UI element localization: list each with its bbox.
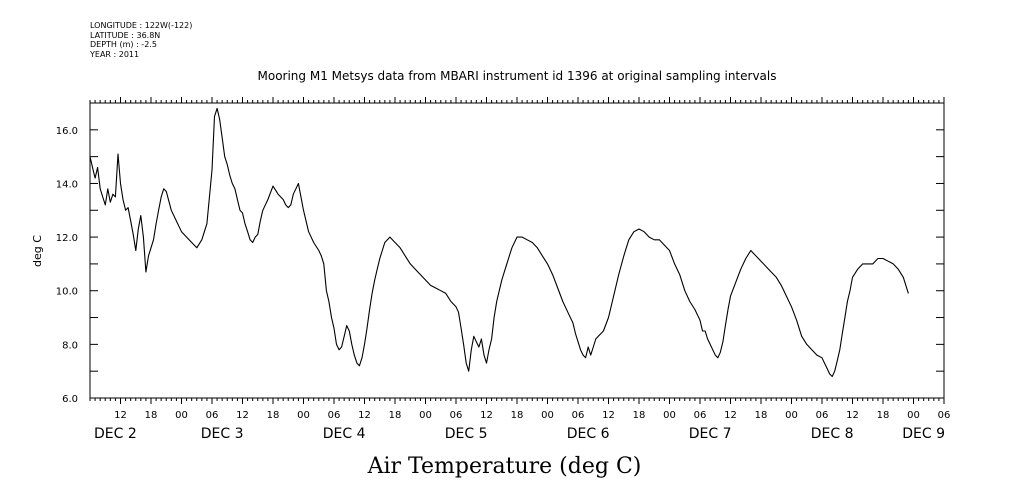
x-tick-label: 06: [816, 410, 829, 421]
series-line: [89, 107, 909, 378]
x-day-label: DEC 5: [445, 426, 488, 442]
y-tick-label: 12.0: [56, 233, 78, 244]
x-tick-label: 00: [175, 410, 188, 421]
x-day-label: DEC 7: [689, 426, 732, 442]
x-tick-label: 06: [938, 410, 951, 421]
x-tick-label: 18: [145, 410, 158, 421]
x-tick-label: 18: [267, 410, 280, 421]
y-tick-label: 8.0: [62, 340, 78, 351]
latitude-label: LATITUDE : 36.8N: [90, 30, 161, 40]
y-tick-label: 6.0: [62, 394, 78, 405]
x-tick-label: 00: [297, 410, 310, 421]
chart-area: 6.08.010.012.014.016.0 12 18 00 06 12 18 00 06 1…: [31, 97, 951, 442]
x-tick-label: 12: [114, 410, 127, 421]
x-day-label: DEC 3: [201, 426, 244, 442]
depth-label: DEPTH (m) : -2.5: [90, 40, 157, 49]
footer-title: Air Temperature (deg C): [367, 454, 642, 479]
chart-title: Mooring M1 Metsys data from MBARI instru…: [257, 69, 777, 83]
x-tick-label: 12: [724, 410, 737, 421]
x-day-label: DEC 6: [567, 426, 610, 442]
x-axis: 12 18 00 06 12 18 00 06 12 18 00 06 12 18 00 06 12 18 00 06…: [89, 97, 951, 442]
x-tick-label: 12: [602, 410, 615, 421]
x-tick-label: 06: [694, 410, 707, 421]
y-axis: 6.0 8.0 10.0 12.0 14.0 16.0: [56, 126, 944, 405]
metadata-block: LONGITUDE : 122W(-122) LATITUDE : 36.8N …: [90, 21, 192, 59]
x-tick-label: 12: [480, 410, 493, 421]
x-tick-label: 06: [572, 410, 585, 421]
year-label: YEAR : 2011: [90, 49, 140, 59]
x-tick-label: 06: [450, 410, 463, 421]
x-tick-label: 18: [511, 410, 524, 421]
x-tick-label: 00: [419, 410, 432, 421]
x-tick-label: 18: [633, 410, 646, 421]
x-day-label: DEC 4: [323, 426, 366, 442]
x-tick-label: 18: [389, 410, 402, 421]
x-day-label: DEC 9: [902, 426, 945, 442]
x-tick-label: 00: [541, 410, 554, 421]
x-tick-label: 06: [206, 410, 219, 421]
y-tick-label: 14.0: [56, 179, 78, 190]
x-tick-label: 06: [328, 410, 341, 421]
series-layer: [89, 107, 909, 378]
x-tick-label: 12: [358, 410, 371, 421]
x-tick-label: 18: [877, 410, 890, 421]
x-tick-label: 12: [236, 410, 249, 421]
x-tick-label: 00: [785, 410, 798, 421]
y-axis-label: deg C: [31, 235, 44, 267]
x-tick-label: 00: [907, 410, 920, 421]
x-tick-label: 00: [663, 410, 676, 421]
y-tick-label: 10.0: [56, 287, 78, 298]
x-day-label: DEC 2: [94, 426, 137, 442]
x-tick-label: 12: [846, 410, 859, 421]
x-day-label: DEC 8: [811, 426, 854, 442]
x-tick-label: 18: [755, 410, 768, 421]
y-tick-label: 16.0: [56, 126, 78, 137]
longitude-label: LONGITUDE : 122W(-122): [90, 21, 193, 30]
